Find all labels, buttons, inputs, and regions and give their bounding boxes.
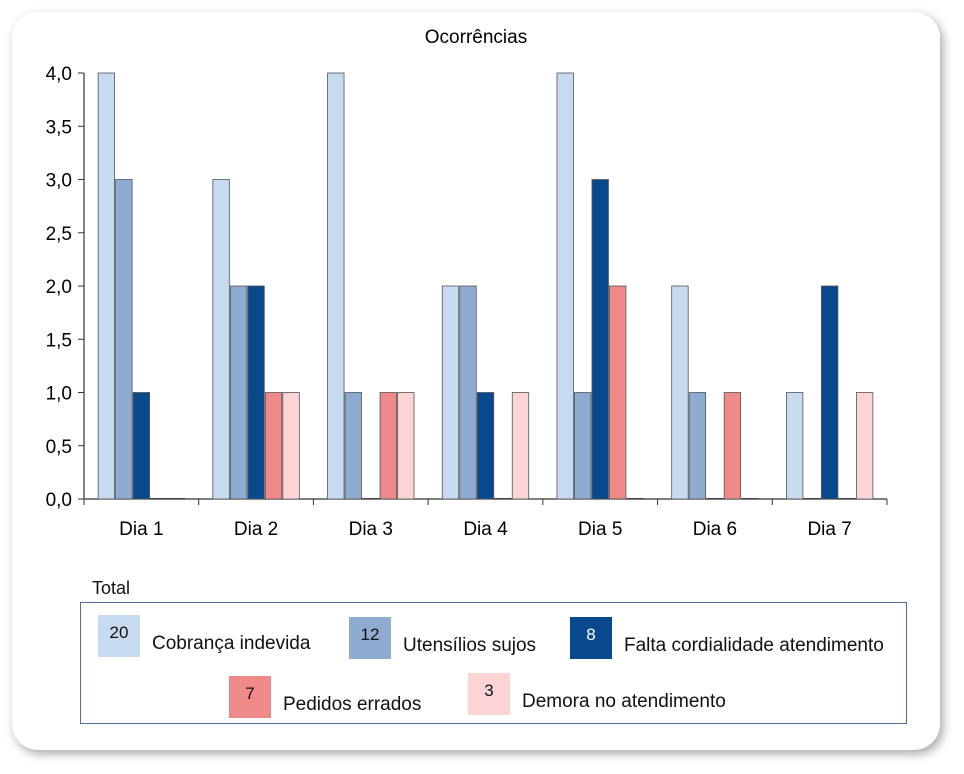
bar — [132, 392, 151, 500]
bar — [247, 285, 265, 500]
x-tick-label: Dia 6 — [693, 519, 737, 540]
bar — [344, 392, 362, 500]
bar — [282, 392, 300, 500]
bar — [379, 392, 397, 500]
y-tick-label: 4,0 — [46, 64, 72, 85]
y-tick-label: 2,5 — [46, 224, 72, 245]
chart-title: Ocorrências — [425, 27, 527, 48]
bar — [441, 285, 460, 500]
legend-swatch: 12 — [349, 617, 391, 659]
axes: 0,0 0,5 1,0 1,5 2,0 2,5 3,0 3,5 4,0 Dia 1 Dia 2 Dia… — [46, 64, 888, 540]
y-tick-label: 0,5 — [46, 437, 72, 458]
y-tick-label: 1,5 — [46, 330, 72, 351]
legend-label: Pedidos errados — [283, 694, 422, 715]
legend-swatch: 20 — [98, 615, 140, 657]
bar — [591, 179, 609, 500]
bar — [264, 392, 283, 500]
legend-label: Cobrança indevida — [152, 633, 311, 654]
bar — [229, 285, 248, 500]
bar — [511, 392, 530, 500]
bar — [609, 285, 627, 500]
bars — [97, 72, 874, 500]
bar — [855, 392, 874, 500]
bar-chart: Ocorrências 0,0 0,5 1,0 1,5 2,0 2,5 3,0 3,5 4,0 D… — [46, 27, 888, 540]
bar — [212, 179, 230, 500]
y-tick-label: 3,0 — [46, 171, 72, 192]
legend-label: Demora no atendimento — [522, 691, 726, 712]
legend-caption: Total — [92, 578, 131, 598]
bar — [785, 392, 804, 500]
x-tick-label: Dia 3 — [349, 519, 393, 540]
legend-swatch: 8 — [570, 617, 612, 659]
bar — [688, 392, 707, 500]
x-tick-label: Dia 2 — [234, 519, 278, 540]
chart-card: Ocorrências 0,0 0,5 1,0 1,5 2,0 2,5 3,0 3,5 4,0 D… — [12, 12, 940, 750]
y-tick-label: 3,5 — [46, 117, 72, 138]
x-tick-label: Dia 1 — [119, 519, 163, 540]
bar — [97, 72, 116, 500]
legend-label: Falta cordialidade atendimento — [624, 635, 884, 656]
bar — [820, 285, 839, 500]
bar — [115, 179, 133, 500]
bar — [556, 72, 574, 500]
bar — [723, 392, 742, 500]
bar — [459, 285, 477, 500]
y-tick-label: 0,0 — [46, 490, 72, 511]
legend: 20 Cobrança indevida 12 Utensílios sujos… — [80, 602, 907, 724]
x-tick-label: Dia 5 — [578, 519, 622, 540]
y-tick-label: 1,0 — [46, 384, 72, 405]
legend-label: Utensílios sujos — [403, 635, 537, 656]
bar — [476, 392, 495, 500]
y-tick-label: 2,0 — [46, 277, 72, 298]
legend-swatch: 3 — [468, 673, 510, 715]
x-tick-label: Dia 7 — [807, 519, 851, 540]
bar — [327, 72, 345, 500]
legend-swatch: 7 — [229, 676, 271, 718]
x-tick-label: Dia 4 — [463, 519, 508, 540]
bar — [397, 392, 415, 500]
bar — [671, 285, 689, 500]
bar — [574, 392, 592, 500]
